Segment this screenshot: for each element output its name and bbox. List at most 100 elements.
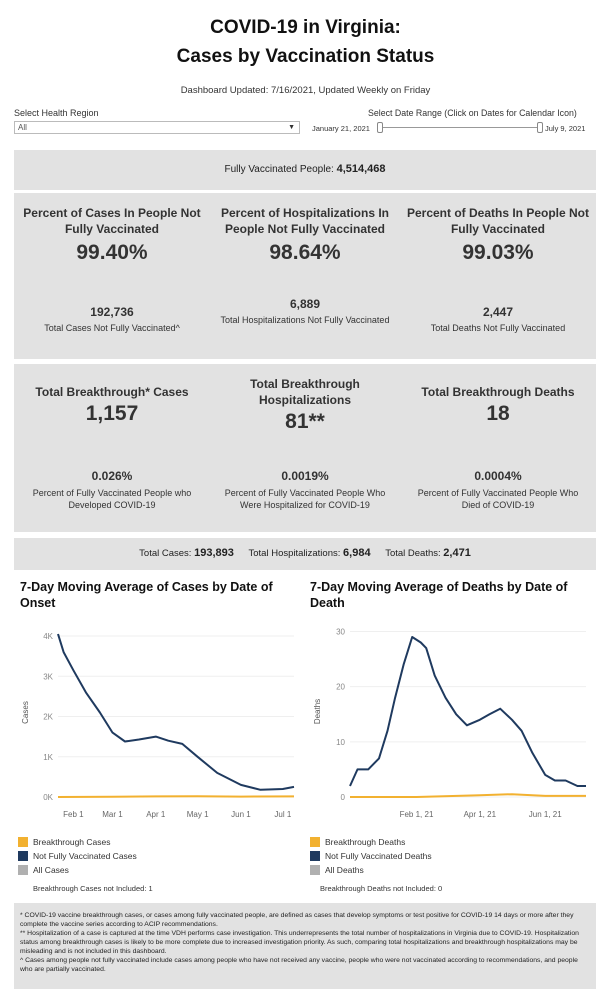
y-tick-label: 0K: [43, 793, 53, 802]
footnote-breakthrough: * COVID-19 vaccine breakthrough cases, o…: [20, 912, 574, 928]
x-tick-label: Mar 1: [102, 810, 123, 819]
nv-deaths-count-cell: 2,447 Total Deaths Not Fully Vaccinated: [400, 305, 596, 334]
y-tick-label: 20: [336, 683, 345, 692]
date-range-label: Select Date Range (Click on Dates for Ca…: [368, 108, 577, 118]
total-deaths-label: Total Deaths:: [385, 548, 441, 559]
bt-cases-percent: 0.026%: [91, 469, 133, 483]
legend-item-all-cases[interactable]: All Cases: [18, 863, 137, 877]
legend-item-breakthrough-cases[interactable]: Breakthrough Cases: [18, 835, 137, 849]
series-line: [57, 633, 295, 791]
legend-item-breakthrough-deaths[interactable]: Breakthrough Deaths: [310, 835, 432, 849]
page-title-line1: COVID-19 in Virginia:: [210, 17, 401, 38]
legend-label: All Deaths: [325, 865, 364, 875]
page-title-line2: Cases by Vaccination Status: [176, 46, 435, 67]
y-tick-label: 30: [336, 628, 345, 637]
fully-vaccinated-panel: Fully Vaccinated People: 4,514,468: [14, 150, 596, 190]
nv-hosp-cell: Percent of Hospitalizations In People No…: [210, 205, 400, 265]
deaths-legend: Breakthrough Deaths Not Fully Vaccinated…: [310, 835, 432, 877]
series-line: [57, 795, 295, 798]
chevron-down-icon: ▼: [288, 124, 295, 131]
legend-swatch: [310, 837, 320, 847]
region-select-value: All: [18, 123, 27, 132]
region-label: Select Health Region: [14, 108, 99, 118]
total-cases-value: 193,893: [194, 547, 234, 559]
bt-hosp-value: 81**: [285, 410, 325, 433]
total-hosp-value: 6,984: [343, 547, 371, 559]
date-end[interactable]: July 9, 2021: [545, 124, 586, 133]
series-line: [349, 636, 586, 787]
bt-cases-percent-label: Percent of Fully Vaccinated People who D…: [32, 488, 192, 510]
bt-hosp-percent-cell: 0.0019% Percent of Fully Vaccinated Peop…: [214, 469, 396, 511]
series-line: [350, 793, 586, 798]
legend-swatch: [18, 851, 28, 861]
nv-cases-heading: Percent of Cases In People Not Fully Vac…: [23, 206, 201, 236]
x-tick-label: Jun 1: [231, 810, 251, 819]
region-select[interactable]: All ▼: [14, 121, 300, 134]
legend-item-all-deaths[interactable]: All Deaths: [310, 863, 432, 877]
nv-deaths-count-label: Total Deaths Not Fully Vaccinated: [430, 323, 566, 333]
total-cases-label: Total Cases:: [139, 548, 192, 559]
legend-item-not-vaccinated-cases[interactable]: Not Fully Vaccinated Cases: [18, 849, 137, 863]
updated-text: Dashboard Updated: 7/16/2021, Updated We…: [180, 85, 431, 96]
legend-label: Not Fully Vaccinated Cases: [33, 851, 137, 861]
bt-cases-heading: Total Breakthrough* Cases: [35, 385, 189, 399]
y-tick-label: 1K: [43, 753, 53, 762]
bt-deaths-value: 18: [486, 402, 510, 425]
legend-swatch: [310, 851, 320, 861]
x-tick-label: May 1: [187, 810, 209, 819]
nv-hosp-heading: Percent of Hospitalizations In People No…: [220, 206, 390, 236]
cases-chart: 0K 1K 2K 3K 4K Feb 1 Mar 1 Apr 1 May 1 Jun 1 Jul 1…: [21, 632, 295, 819]
fully-vaccinated-label: Fully Vaccinated People:: [224, 164, 334, 175]
bt-deaths-cell: Total Breakthrough Deaths 18: [400, 384, 596, 426]
nv-cases-cell: Percent of Cases In People Not Fully Vac…: [14, 205, 210, 265]
nv-deaths-cell: Percent of Deaths In People Not Fully Va…: [400, 205, 596, 265]
legend-label: Breakthrough Deaths: [325, 837, 406, 847]
legend-label: All Cases: [33, 865, 69, 875]
y-axis-label: Cases: [21, 701, 30, 724]
breakthrough-panel: Total Breakthrough* Cases 1,157 0.026% P…: [14, 364, 596, 532]
legend-item-not-vaccinated-deaths[interactable]: Not Fully Vaccinated Deaths: [310, 849, 432, 863]
totals-panel: Total Cases: 193,893 Total Hospitalizati…: [14, 538, 596, 570]
cases-legend: Breakthrough Cases Not Fully Vaccinated …: [18, 835, 137, 877]
fully-vaccinated-value: 4,514,468: [336, 163, 386, 175]
nv-deaths-count: 2,447: [482, 305, 514, 319]
nv-cases-percent: 99.40%: [76, 241, 148, 264]
x-tick-label: Feb 1: [63, 810, 84, 819]
x-tick-label: Feb 1, 21: [400, 810, 434, 819]
cases-not-included-note: Breakthrough Cases not Included: 1: [33, 884, 153, 893]
legend-swatch: [18, 837, 28, 847]
y-axis-label: Deaths: [313, 699, 322, 724]
x-tick-label: Jun 1, 21: [529, 810, 562, 819]
date-slider-track[interactable]: [380, 127, 540, 128]
cases-chart-title: 7-Day Moving Average of Cases by Date of…: [20, 580, 273, 610]
bt-cases-percent-cell: 0.026% Percent of Fully Vaccinated Peopl…: [20, 469, 204, 511]
bt-cases-value: 1,157: [85, 402, 139, 425]
bt-cases-cell: Total Breakthrough* Cases 1,157: [14, 384, 210, 426]
deaths-not-included-note: Breakthrough Deaths not Included: 0: [320, 884, 443, 893]
nv-hosp-count-label: Total Hospitalizations Not Fully Vaccina…: [220, 315, 390, 325]
total-deaths-value: 2,471: [443, 547, 471, 559]
y-tick-label: 0: [341, 793, 346, 802]
y-tick-label: 10: [336, 738, 345, 747]
bt-deaths-heading: Total Breakthrough Deaths: [421, 385, 575, 399]
date-start[interactable]: January 21, 2021: [312, 124, 370, 133]
legend-label: Not Fully Vaccinated Deaths: [325, 851, 432, 861]
footnotes: * COVID-19 vaccine breakthrough cases, o…: [14, 903, 596, 989]
nv-deaths-heading: Percent of Deaths In People Not Fully Va…: [406, 206, 590, 236]
date-slider-start-handle[interactable]: [377, 122, 383, 133]
nv-hosp-count-cell: 6,889 Total Hospitalizations Not Fully V…: [220, 297, 390, 326]
y-tick-label: 4K: [43, 632, 53, 641]
nv-hosp-count: 6,889: [289, 297, 321, 311]
bt-hosp-cell: Total Breakthrough Hospitalizations 81**: [230, 376, 380, 434]
legend-swatch: [18, 865, 28, 875]
y-tick-label: 2K: [43, 713, 53, 722]
nv-cases-count-cell: 192,736 Total Cases Not Fully Vaccinated…: [14, 305, 210, 334]
deaths-chart: 0 10 20 30 Feb 1, 21 Apr 1, 21 Jun 1, 21 Deaths: [313, 628, 586, 819]
legend-label: Breakthrough Cases: [33, 837, 111, 847]
bt-deaths-percent-cell: 0.0004% Percent of Fully Vaccinated Peop…: [412, 469, 584, 511]
footnote-hospitalization: ** Hospitalization of a case is captured…: [20, 930, 579, 955]
date-slider-end-handle[interactable]: [537, 122, 543, 133]
x-tick-label: Jul 1: [274, 810, 291, 819]
total-hosp-label: Total Hospitalizations:: [248, 548, 341, 559]
bt-deaths-percent-label: Percent of Fully Vaccinated People Who D…: [417, 488, 579, 510]
